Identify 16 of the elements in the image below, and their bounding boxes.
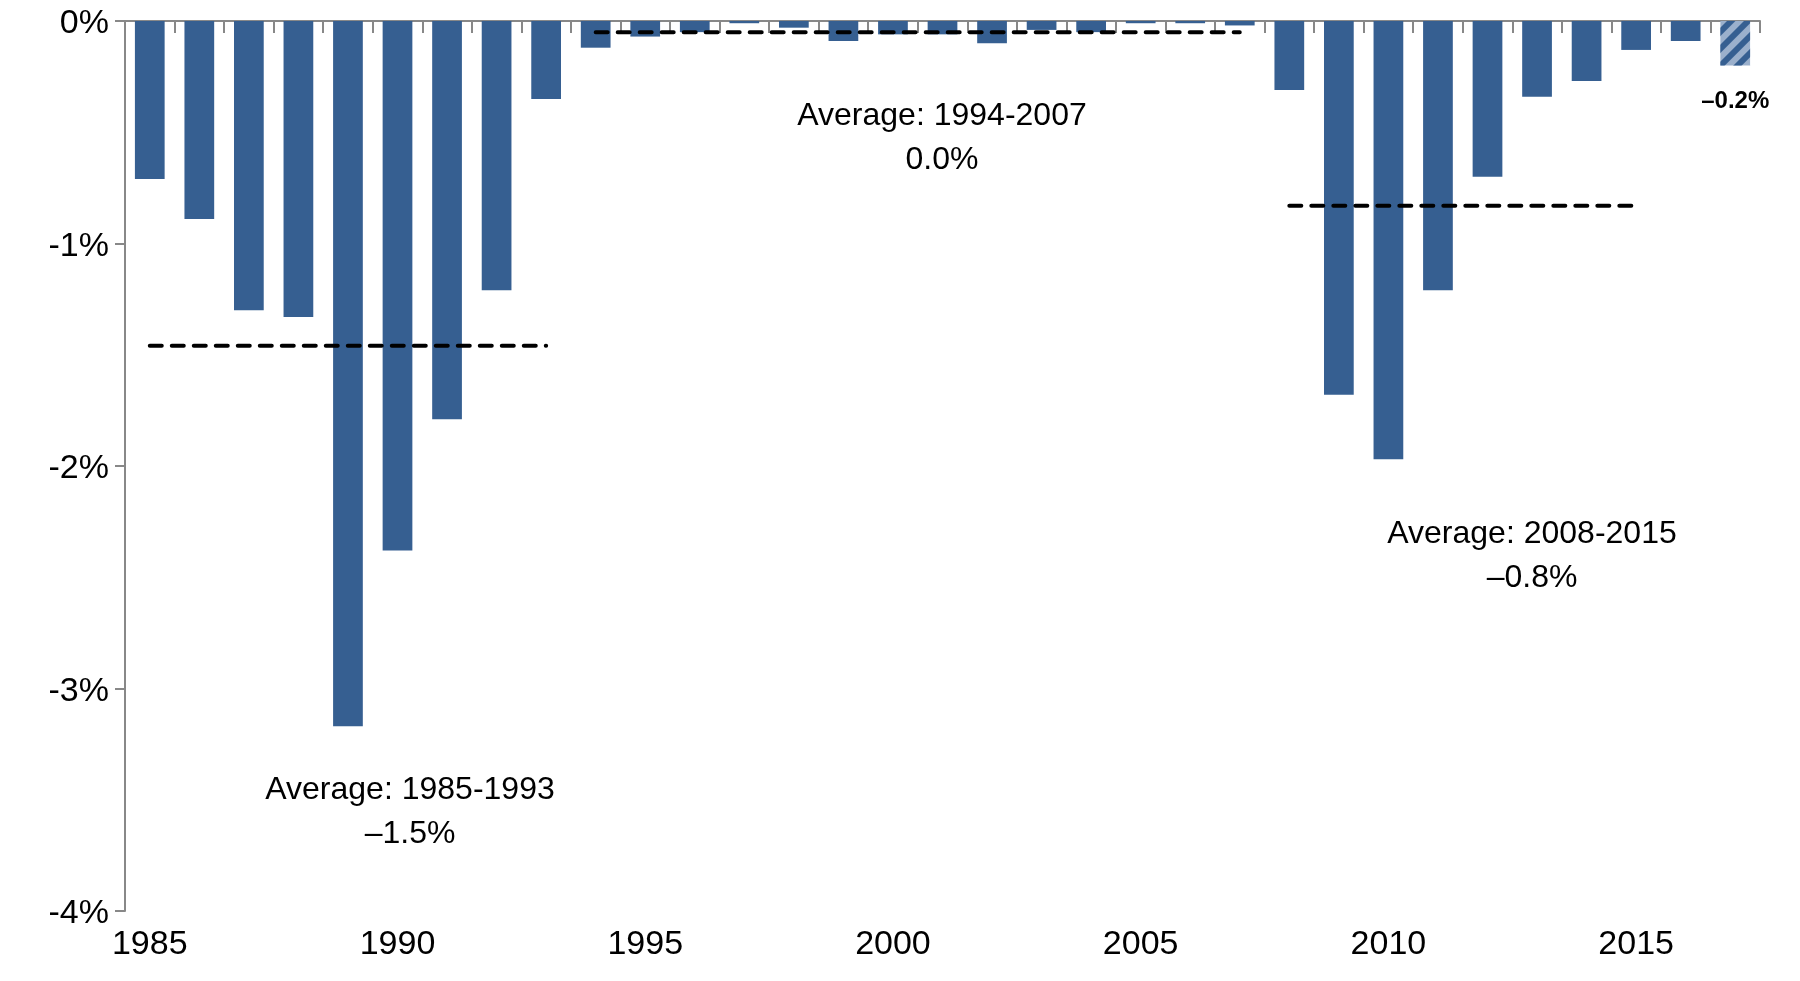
data-label: –0.2% (1701, 86, 1770, 113)
x-tick-label: 2000 (855, 923, 931, 961)
y-tick-label: -3% (48, 669, 109, 708)
annotation: Average: 1985-1993 –1.5% (265, 770, 555, 850)
x-tick-label: 2010 (1350, 923, 1427, 961)
y-tick-label: 0% (59, 2, 109, 40)
x-tick-label: 1985 (111, 923, 188, 961)
y-tick-label: -2% (48, 447, 109, 485)
y-tick-label: -1% (48, 224, 109, 263)
annotation: Average: 1994-2007 0.0% (797, 96, 1087, 176)
x-tick-label: 1995 (607, 923, 684, 961)
annotation: Average: 2008-2015 –0.8% (1387, 514, 1677, 594)
x-tick-label: 1990 (359, 923, 436, 961)
y-tick-label: -4% (48, 892, 109, 930)
x-tick-label: 2005 (1102, 923, 1179, 961)
x-tick-label: 2015 (1598, 923, 1674, 961)
